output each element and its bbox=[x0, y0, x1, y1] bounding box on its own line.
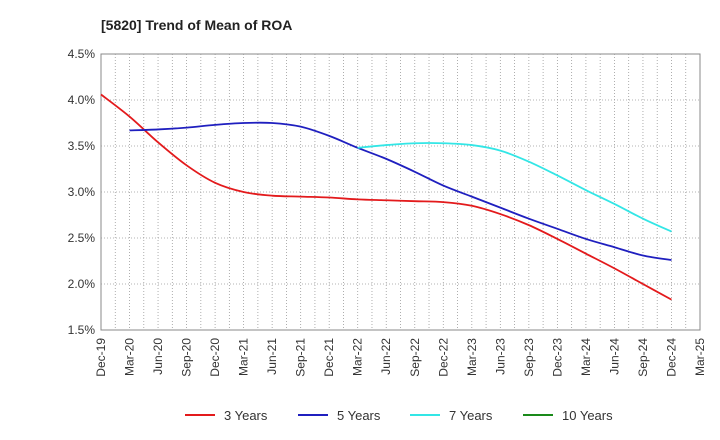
series-line-5-years bbox=[129, 121, 672, 261]
legend: 3 Years 5 Years 7 Years 10 Years bbox=[185, 408, 613, 423]
y-tick-label: 3.0% bbox=[68, 185, 96, 199]
y-tick-label: 2.0% bbox=[68, 277, 96, 291]
x-tick-label: Mar-23 bbox=[465, 338, 479, 376]
legend-label-7-years: 7 Years bbox=[449, 408, 493, 423]
x-tick-label: Sep-24 bbox=[636, 338, 650, 377]
x-tick-label: Jun-20 bbox=[151, 338, 165, 375]
x-tick-label: Sep-22 bbox=[408, 338, 422, 377]
x-tick-label: Sep-20 bbox=[180, 338, 194, 377]
series-lines bbox=[100, 93, 672, 301]
series-line-3-years bbox=[100, 93, 672, 301]
x-tick-label: Sep-21 bbox=[294, 338, 308, 377]
y-tick-label: 2.5% bbox=[68, 231, 96, 245]
x-axis: Dec-19 Mar-20 Jun-20 Sep-20 Dec-20 Mar-21 Jun-… bbox=[94, 338, 707, 377]
series-line-7-years bbox=[357, 142, 672, 233]
x-tick-label: Mar-22 bbox=[351, 338, 365, 376]
x-tick-label: Mar-20 bbox=[123, 338, 137, 376]
x-tick-label: Jun-23 bbox=[493, 338, 507, 375]
legend-label-5-years: 5 Years bbox=[337, 408, 381, 423]
x-tick-label: Mar-21 bbox=[237, 338, 251, 376]
chart-title: [5820] Trend of Mean of ROA bbox=[101, 17, 292, 33]
x-tick-label: Dec-24 bbox=[664, 338, 678, 377]
x-tick-label: Jun-24 bbox=[607, 338, 621, 375]
legend-label-10-years: 10 Years bbox=[562, 408, 613, 423]
x-tick-label: Jun-22 bbox=[379, 338, 393, 375]
grid-lines bbox=[101, 54, 700, 330]
x-tick-label: Sep-23 bbox=[522, 338, 536, 377]
legend-label-3-years: 3 Years bbox=[224, 408, 268, 423]
x-tick-label: Mar-24 bbox=[579, 338, 593, 376]
y-tick-label: 3.5% bbox=[68, 139, 96, 153]
x-tick-label: Jun-21 bbox=[265, 338, 279, 375]
x-tick-label: Mar-25 bbox=[693, 338, 707, 376]
y-tick-label: 4.5% bbox=[68, 47, 96, 61]
y-axis: 1.5% 2.0% 2.5% 3.0% 3.5% 4.0% 4.5% bbox=[68, 47, 96, 337]
x-tick-label: Dec-21 bbox=[322, 338, 336, 377]
y-tick-label: 1.5% bbox=[68, 323, 96, 337]
x-tick-label: Dec-20 bbox=[208, 338, 222, 377]
x-tick-label: Dec-22 bbox=[436, 338, 450, 377]
y-tick-label: 4.0% bbox=[68, 93, 96, 107]
x-tick-label: Dec-23 bbox=[550, 338, 564, 377]
x-tick-label: Dec-19 bbox=[94, 338, 108, 377]
